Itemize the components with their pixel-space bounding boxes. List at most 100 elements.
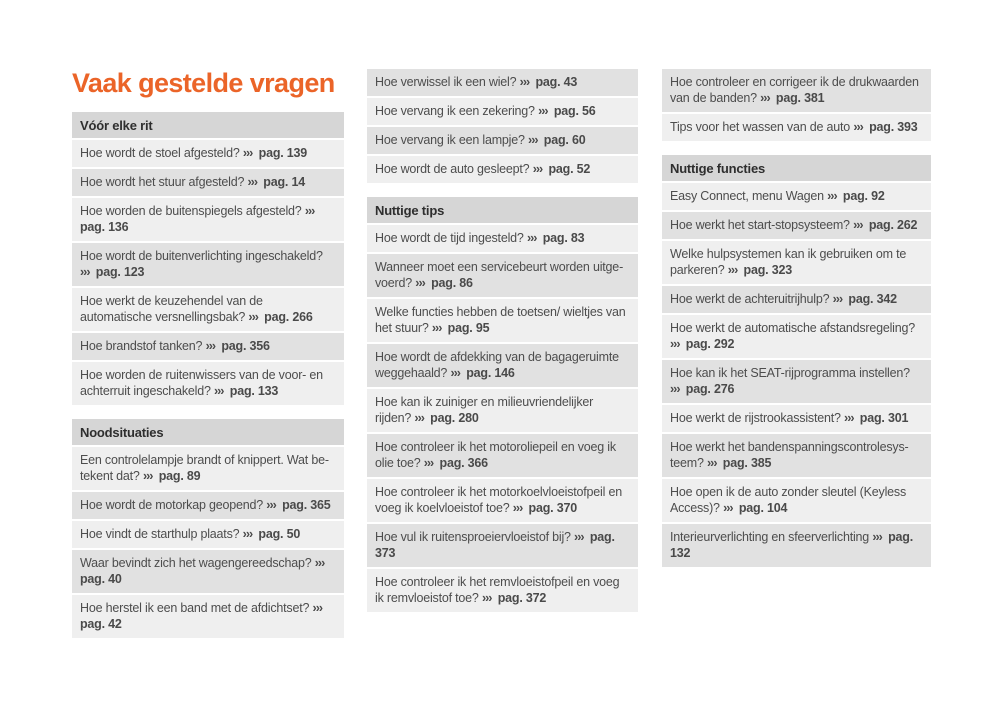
faq-item[interactable]: Interieurverlichting en sfeerverlichting…: [662, 524, 931, 567]
page-reference-link: ››› pag. 133: [213, 384, 279, 398]
page-title: Vaak gestelde vragen: [72, 68, 335, 98]
page-reference-link: ››› pag. 89: [142, 469, 201, 483]
faq-item[interactable]: Easy Connect, menu Wagen ››› pag. 92: [662, 183, 931, 210]
triple-chevron-icon: ›››: [415, 276, 425, 290]
faq-item[interactable]: Hoe wordt de tijd ingesteld? ››› pag. 83: [367, 225, 638, 252]
question-text: Hoe worden de ruitenwissers van de voor-…: [80, 368, 323, 398]
faq-item[interactable]: Wanneer moet een servicebeurt worden uit…: [367, 254, 638, 297]
faq-item[interactable]: Hoe worden de buitenspiegels afgesteld? …: [72, 198, 344, 241]
triple-chevron-icon: ›››: [242, 146, 253, 160]
faq-item[interactable]: Hoe vindt de starthulp plaats? ››› pag. …: [72, 521, 344, 548]
faq-item[interactable]: Hoe wordt het stuur afgesteld? ››› pag. …: [72, 169, 344, 196]
faq-item[interactable]: Hoe vervang ik een zekering? ››› pag. 56: [367, 98, 638, 125]
faq-item[interactable]: Hoe werkt de rijstrookassistent? ››› pag…: [662, 405, 931, 432]
question-text: Hoe kan ik zuiniger en milieuvriendelijk…: [375, 395, 594, 425]
faq-item[interactable]: Hoe werkt het start-stopsysteem? ››› pag…: [662, 212, 931, 239]
faq-item[interactable]: Hoe open ik de auto zonder sleutel (Keyl…: [662, 479, 931, 522]
faq-item[interactable]: Hoe worden de ruitenwissers van de voor-…: [72, 362, 344, 405]
triple-chevron-icon: ›››: [142, 469, 153, 483]
faq-item[interactable]: Hoe kan ik het SEAT-rijprogramma instell…: [662, 360, 931, 403]
question-text: Hoe wordt de auto gesleept?: [375, 162, 533, 176]
page-reference-link: ››› pag. 56: [538, 104, 596, 118]
column-1: Vaak gestelde vragen Vóór elke rit Hoe wo…: [72, 68, 344, 640]
triple-chevron-icon: ›››: [832, 292, 843, 306]
triple-chevron-icon: ›››: [723, 501, 733, 515]
triple-chevron-icon: ›››: [760, 91, 770, 105]
question-text: Hoe werkt de achteruitrijhulp?: [670, 292, 833, 306]
faq-item[interactable]: Hoe vul ik ruitensproeiervloeistof bij? …: [367, 524, 638, 567]
faq-item[interactable]: Hoe wordt de afdekking van de bagageruim…: [367, 344, 638, 387]
page-reference-link: ››› pag. 301: [844, 411, 909, 425]
question-text: Hoe vindt de starthulp plaats?: [80, 527, 243, 541]
faq-item[interactable]: Hoe controleer ik het motoroliepeil en v…: [367, 434, 638, 477]
question-text: Hoe open ik de auto zonder sleutel (Keyl…: [670, 485, 906, 515]
faq-item[interactable]: Hoe kan ik zuiniger en milieuvriendelijk…: [367, 389, 638, 432]
column-2-blocks: Hoe verwissel ik een wiel? ››› pag. 43 Ho…: [367, 69, 638, 612]
faq-item[interactable]: Hoe brandstof tanken? ››› pag. 356: [72, 333, 344, 360]
question-text: Hoe controleer ik het motorkoelvloeistof…: [375, 485, 622, 515]
page-reference-link: ››› pag. 123: [80, 265, 145, 279]
question-text: Welke functies hebben de toetsen/ wieltj…: [375, 305, 626, 335]
question-text: Wanneer moet een servicebeurt worden uit…: [375, 260, 624, 290]
faq-item[interactable]: Welke hulpsystemen kan ik gebruiken om t…: [662, 241, 931, 284]
question-text: Hoe wordt de tijd ingesteld?: [375, 231, 527, 245]
triple-chevron-icon: ›››: [670, 337, 680, 351]
triple-chevron-icon: ›››: [538, 104, 548, 118]
page-reference-link: ››› pag. 43: [519, 75, 578, 89]
faq-item[interactable]: Hoe werkt het bandenspanningscontrolesys…: [662, 434, 931, 477]
faq-item[interactable]: Hoe werkt de achteruitrijhulp? ››› pag. …: [662, 286, 931, 313]
question-text: Welke hulpsystemen kan ik gebruiken om t…: [670, 247, 907, 277]
page-reference-link: ››› pag. 104: [723, 501, 788, 515]
triple-chevron-icon: ›››: [450, 366, 460, 380]
page-reference-link: ››› pag. 366: [423, 456, 488, 470]
triple-chevron-icon: ›››: [248, 310, 258, 324]
faq-item[interactable]: Hoe wordt de stoel afgesteld? ››› pag. 1…: [72, 140, 344, 167]
triple-chevron-icon: ›››: [844, 411, 854, 425]
page-reference-link: ››› pag. 40: [80, 556, 325, 586]
triple-chevron-icon: ›››: [707, 456, 717, 470]
column-3: Hoe controleer en corrigeer ik de drukwa…: [662, 69, 931, 569]
faq-item[interactable]: Hoe wordt de buitenverlichting ingeschak…: [72, 243, 344, 286]
page-reference-link: ››› pag. 132: [670, 530, 913, 560]
section-header: Vóór elke rit: [72, 112, 344, 138]
faq-item[interactable]: Hoe herstel ik een band met de afdichtse…: [72, 595, 344, 638]
faq-item[interactable]: Hoe wordt de motorkap geopend? ››› pag. …: [72, 492, 344, 519]
faq-item[interactable]: Een controlelampje brandt of knippert. W…: [72, 447, 344, 490]
faq-item[interactable]: Waar bevindt zich het wagengereedschap? …: [72, 550, 344, 593]
faq-item[interactable]: Hoe controleer ik het remvloeistofpeil e…: [367, 569, 638, 612]
faq-item[interactable]: Hoe werkt de automatische afstandsregeli…: [662, 315, 931, 358]
page-reference-link: ››› pag. 92: [827, 189, 885, 203]
question-text: Hoe werkt de automatische afstandsregeli…: [670, 321, 916, 335]
faq-item[interactable]: Tips voor het wassen van de auto ››› pag…: [662, 114, 931, 141]
faq-item[interactable]: Hoe verwissel ik een wiel? ››› pag. 43: [367, 69, 638, 96]
faq-item[interactable]: Welke functies hebben de toetsen/ wieltj…: [367, 299, 638, 342]
page-reference-link: ››› pag. 323: [727, 263, 792, 277]
question-text: Hoe werkt het bandenspanningscontrolesys…: [670, 440, 909, 470]
triple-chevron-icon: ›››: [827, 189, 837, 203]
question-text: Hoe werkt de rijstrookassistent?: [670, 411, 845, 425]
faq-item[interactable]: Hoe werkt de keuzehendel van de automati…: [72, 288, 344, 331]
faq-item[interactable]: Hoe controleer en corrigeer ik de drukwa…: [662, 69, 931, 112]
question-text: Hoe controleer ik het remvloeistofpeil e…: [375, 575, 620, 605]
page-reference-link: ››› pag. 95: [431, 321, 490, 335]
triple-chevron-icon: ›››: [727, 263, 738, 277]
page-reference-link: ››› pag. 14: [247, 175, 306, 189]
faq-item[interactable]: Hoe controleer ik het motorkoelvloeistof…: [367, 479, 638, 522]
page-reference-link: ››› pag. 370: [512, 501, 577, 515]
question-text: Hoe wordt de buitenverlichting ingeschak…: [80, 249, 323, 263]
triple-chevron-icon: ›››: [532, 162, 543, 176]
faq-item[interactable]: Hoe wordt de auto gesleept? ››› pag. 52: [367, 156, 638, 183]
triple-chevron-icon: ›››: [526, 231, 537, 245]
triple-chevron-icon: ›››: [853, 218, 863, 232]
page-reference-link: ››› pag. 139: [242, 146, 308, 160]
page-reference-link: ››› pag. 365: [266, 498, 331, 512]
question-text: Hoe vervang ik een zekering?: [375, 104, 539, 118]
section-header: Nuttige functies: [662, 155, 931, 181]
question-text: Hoe vul ik ruitensproeiervloeistof bij?: [375, 530, 575, 544]
triple-chevron-icon: ›››: [242, 527, 253, 541]
page-reference-link: ››› pag. 276: [670, 382, 735, 396]
faq-item[interactable]: Hoe vervang ik een lampje? ››› pag. 60: [367, 127, 638, 154]
triple-chevron-icon: ›››: [247, 175, 258, 189]
question-text: Easy Connect, menu Wagen: [670, 189, 828, 203]
